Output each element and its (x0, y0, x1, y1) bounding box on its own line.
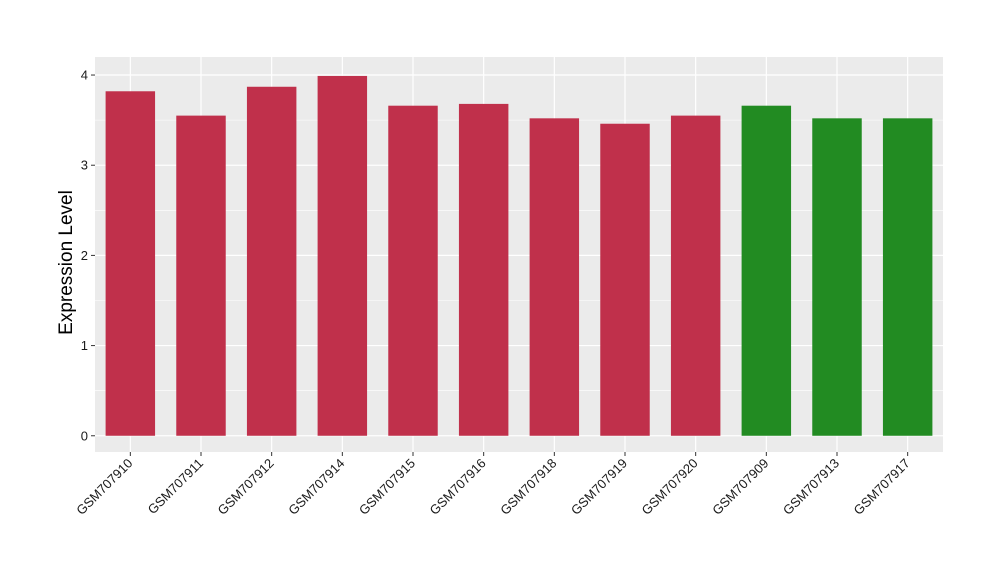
x-tick-label: GSM707912 (215, 456, 277, 518)
bar-GSM707920 (670, 115, 721, 436)
x-tick-label: GSM707913 (780, 456, 842, 518)
grid-minor (95, 119, 943, 391)
bar-GSM707918 (529, 118, 580, 436)
bar-GSM707913 (812, 118, 862, 436)
bar-GSM707909 (741, 105, 792, 436)
x-tick-label: GSM707916 (427, 456, 489, 518)
y-axis: 0 1 2 3 4 (81, 68, 95, 443)
y-tick-label: 3 (81, 158, 88, 173)
bar-GSM707916 (458, 103, 509, 436)
x-tick-label: GSM707910 (73, 456, 135, 518)
bar-GSM707919 (600, 123, 650, 436)
x-tick-label: GSM707914 (285, 456, 347, 518)
x-tick-label: GSM707911 (145, 456, 207, 518)
x-tick-label: GSM707919 (568, 456, 630, 518)
x-tick-label: GSM707920 (639, 456, 701, 518)
y-tick-label: 0 (81, 428, 88, 443)
x-tick-label: GSM707909 (709, 456, 771, 518)
bar-GSM707917 (882, 118, 933, 436)
x-tick-label: GSM707917 (851, 456, 913, 518)
bar-GSM707911 (176, 115, 226, 436)
bar-GSM707914 (317, 75, 368, 436)
y-tick-label: 4 (81, 68, 88, 83)
x-axis: GSM707910 GSM707911 GSM707912 GSM707914 GSM7… (73, 452, 913, 518)
y-axis-title: Expression Level (56, 190, 77, 335)
bars (105, 75, 933, 436)
x-tick-label: GSM707915 (356, 456, 418, 518)
bar-GSM707910 (105, 91, 156, 436)
plot-panel (95, 57, 943, 452)
bar-GSM707912 (246, 86, 297, 436)
x-tick-label: GSM707918 (497, 456, 559, 518)
bar-GSM707915 (388, 105, 438, 436)
y-tick-label: 1 (81, 338, 88, 353)
y-tick-label: 2 (81, 248, 88, 263)
